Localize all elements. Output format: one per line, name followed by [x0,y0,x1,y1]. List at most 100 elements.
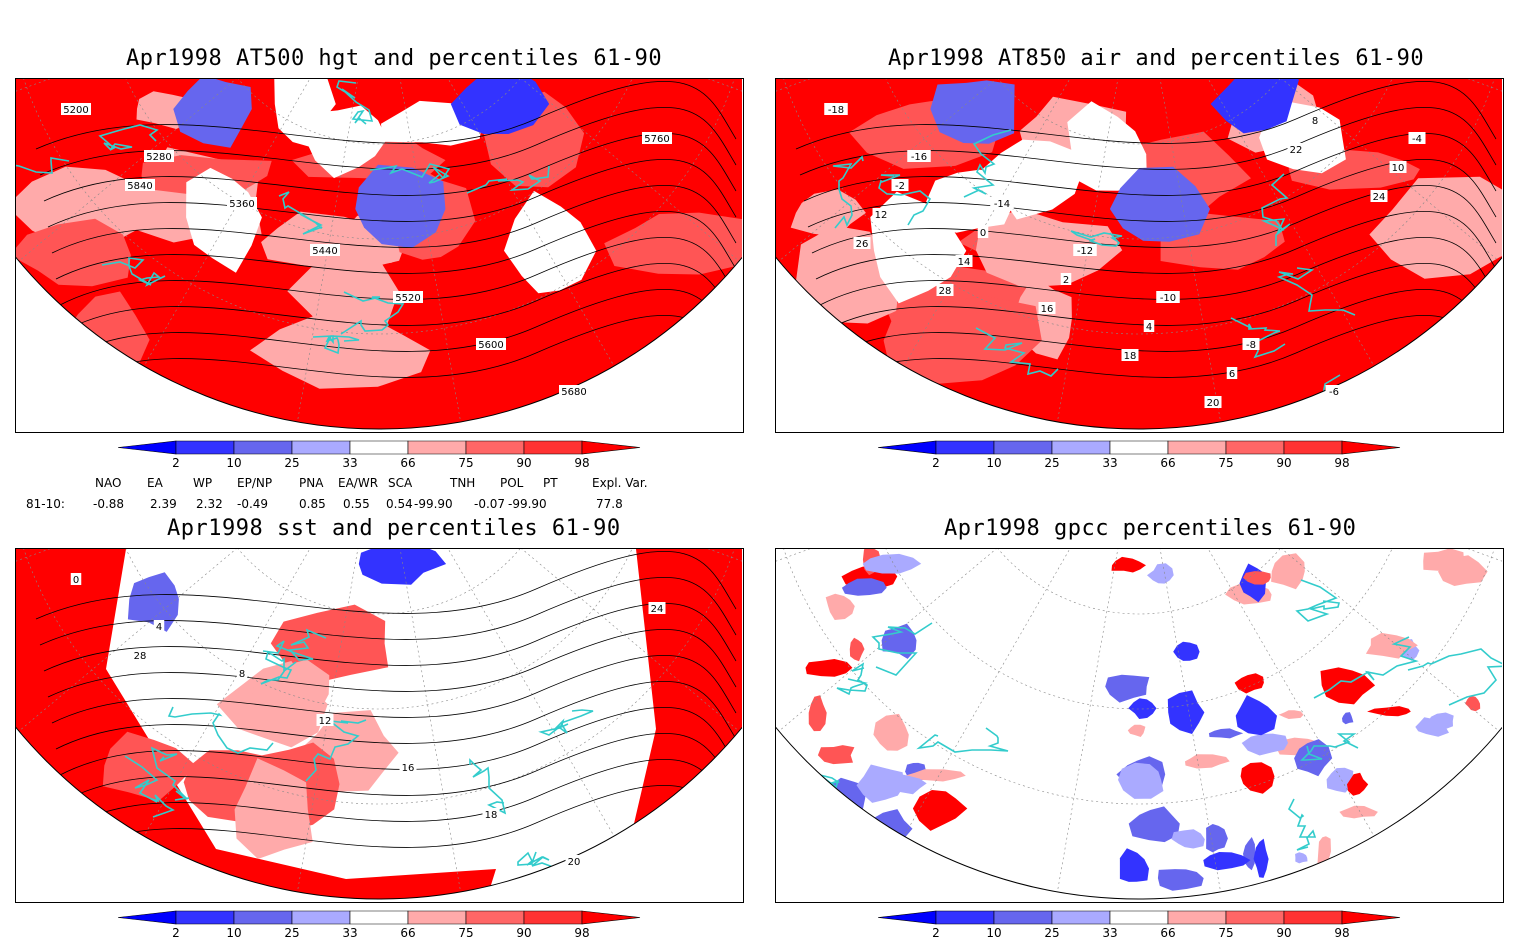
colorbar-tick-label: 66 [1160,456,1175,470]
contour-label: 28 [936,284,954,297]
anomaly-patch [796,225,900,324]
svg-text:-2: -2 [895,181,905,192]
coastline [305,719,367,782]
colorbar-segment [407,440,467,455]
coastline [98,124,159,151]
colorbar-tick-label: 2 [172,926,180,940]
colorbar-segment [523,910,583,925]
coastline [832,155,864,229]
coastline [1260,173,1291,246]
svg-text:5600: 5600 [478,340,503,351]
coastline [1295,579,1340,622]
anomaly-patch [841,578,887,596]
index-header: EA [147,476,163,490]
anomaly-patch [1185,754,1230,769]
anomaly-patch [1379,871,1398,884]
anomaly-patch [904,769,966,782]
anomaly-patch [1119,848,1149,882]
anomaly-patch [1111,556,1146,573]
index-value: 0.54 [386,497,413,511]
contour-label: 10 [1389,161,1407,174]
colorbar-tick-label: 25 [1044,926,1059,940]
colorbar-segment [175,910,235,925]
index-header: POL [500,476,524,490]
anomaly-patch [1243,571,1271,585]
coastline [538,709,594,736]
coastline [878,174,932,226]
colorbar-tick-label: 98 [1334,926,1349,940]
anomaly-patch [1369,176,1502,279]
svg-text:14: 14 [958,257,971,268]
contour-label: 18 [1121,349,1139,362]
index-header-row: NAO EA WP EP/NP PNA EA/WR SCA TNH POL PT… [0,476,760,492]
contour-label: -10 [1156,291,1180,304]
colorbar-gpcc: 2 10 25 33 66 75 90 98 [877,910,1403,940]
contour-label: 5520 [393,291,423,304]
svg-text:-18: -18 [828,105,844,116]
coastline [262,628,327,661]
coastline [1300,733,1359,761]
svg-text:10: 10 [1392,163,1405,174]
map-panel-at500: 5200 5280 5360 5440 5520 5600 5680 5760 5840 [15,78,744,433]
svg-text:5200: 5200 [63,105,88,116]
contour-label: 4 [1143,320,1155,333]
coastline [1230,317,1286,359]
coastlines [124,628,594,868]
colorbar-segment [581,910,641,925]
colorbar-segment [175,440,235,455]
colorbar-tick-label: 75 [1218,926,1233,940]
contour-lines [35,551,737,854]
svg-text:20: 20 [568,857,581,868]
svg-text:5360: 5360 [229,199,254,210]
colorbar-tick-label: 98 [574,926,589,940]
colorbar-tick-label: 75 [1218,456,1233,470]
colorbar-segment [1341,910,1401,925]
anomaly-patch [1127,724,1146,737]
anomaly-patch [873,713,909,751]
cold-anomaly [1210,79,1299,134]
contour-label: 22 [1287,143,1305,156]
colorbar-tick-label: 25 [1044,456,1059,470]
colorbar-segment [291,910,351,925]
contour-label: -14 [990,197,1014,210]
anomaly-patch [604,212,742,275]
colorbar-tick-label: 66 [1160,926,1175,940]
svg-text:2: 2 [1063,275,1069,286]
svg-text:24: 24 [1373,192,1386,203]
contour-label: 0 [977,226,989,239]
coastline [975,327,1059,377]
svg-text:-10: -10 [1160,293,1176,304]
colorbar-segment [117,440,177,455]
contour-label: 5680 [559,385,589,398]
coastline [836,662,868,696]
contour-label: 16 [1038,302,1056,315]
index-value: 77.8 [596,497,623,511]
colorbar-at850: 2 10 25 33 66 75 90 98 [877,440,1403,470]
colorbar-tick-label: 90 [516,926,531,940]
svg-text:-16: -16 [911,152,927,163]
colorbar-segment [993,910,1053,925]
colorbar-tick-label: 75 [458,456,473,470]
colorbar-tick-label: 10 [226,926,241,940]
anomaly-patch [1235,695,1277,736]
panel-title-sst: Apr1998 sst and percentiles 61-90 [167,516,621,541]
svg-text:28: 28 [134,651,147,662]
coastline [16,157,70,190]
colorbar-tick-label: 66 [400,456,415,470]
colorbar-tick-label: 2 [172,456,180,470]
contour-label: 24 [648,602,666,615]
anomaly-patch [1147,563,1174,584]
colorbar-segment [935,440,995,455]
colorbar-segment [1109,910,1169,925]
contour-label: 8 [1309,114,1321,127]
svg-text:-14: -14 [994,199,1010,210]
colorbar-segment [465,910,525,925]
colorbar-segment [349,910,409,925]
svg-text:12: 12 [875,210,888,221]
contour-label: 12 [316,714,334,727]
coastline [278,191,323,235]
coastline [124,755,175,818]
colorbar-segment [1051,910,1111,925]
anomaly-patch [250,313,431,389]
anomaly-patch [1326,767,1354,793]
